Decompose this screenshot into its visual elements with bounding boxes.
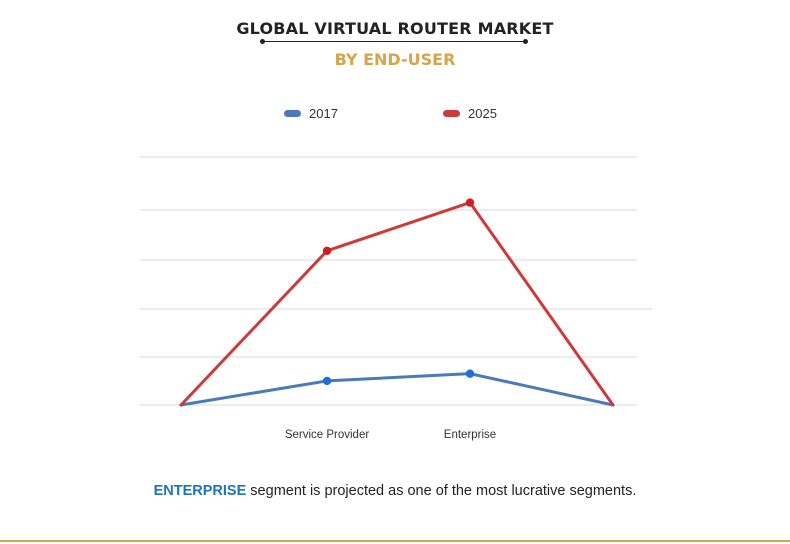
footer-highlight: ENTERPRISE <box>153 483 247 499</box>
data-point-2017-1 <box>322 376 332 386</box>
x-tick-label-2: Enterprise <box>444 429 496 441</box>
footer-caption: ENTERPRISE segment is projected as one o… <box>0 483 790 499</box>
chart-legend: 2017 2025 <box>0 106 790 124</box>
line-chart: Service Provider Enterprise <box>140 156 652 441</box>
data-point-2025-2 <box>465 198 475 207</box>
legend-swatch-2017 <box>284 110 301 117</box>
data-point-2025-1 <box>322 246 332 255</box>
chart-subtitle: BY END-USER <box>334 50 456 69</box>
series-line-2017 <box>179 372 615 407</box>
data-point-2017-2 <box>465 369 475 378</box>
title-underline <box>260 39 528 44</box>
legend-label-2025: 2025 <box>468 106 497 121</box>
bottom-divider <box>0 540 790 542</box>
chart-title: GLOBAL VIRTUAL ROUTER MARKET <box>236 19 554 38</box>
footer-text: segment is projected as one of the most … <box>246 483 637 499</box>
x-tick-label-1: Service Provider <box>285 429 370 441</box>
series-line-2025 <box>179 201 615 407</box>
legend-item-2017[interactable]: 2017 <box>284 106 338 121</box>
legend-item-2025[interactable]: 2025 <box>443 106 497 121</box>
legend-label-2017: 2017 <box>309 106 338 121</box>
legend-swatch-2025 <box>443 110 460 117</box>
